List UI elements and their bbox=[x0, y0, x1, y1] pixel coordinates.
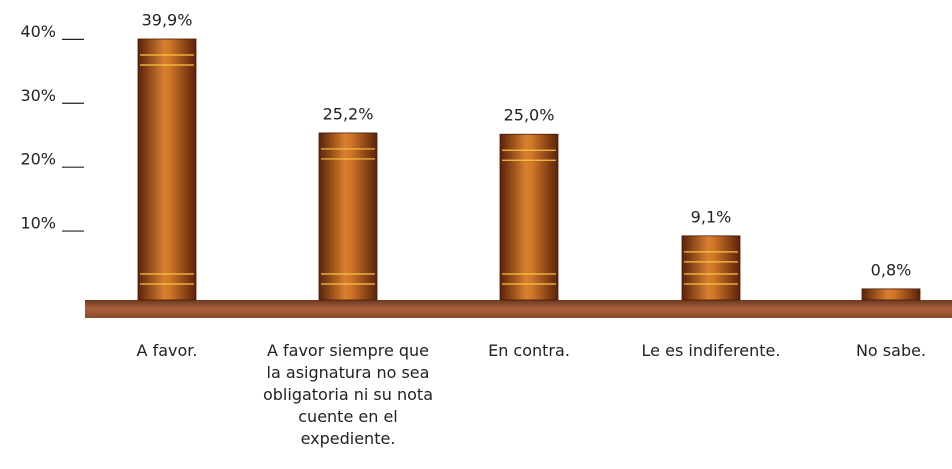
x-tick-label: En contra. bbox=[488, 341, 570, 360]
value-label: 9,1% bbox=[691, 207, 732, 226]
x-tick-label: A favor. bbox=[136, 341, 198, 360]
y-tick-label: 40% bbox=[20, 22, 56, 41]
shelf bbox=[85, 300, 952, 318]
bar bbox=[681, 235, 741, 301]
x-tick-label: No sabe. bbox=[855, 341, 927, 360]
y-tick-label: 30% bbox=[20, 86, 56, 105]
x-tick-label: Le es indiferente. bbox=[641, 341, 781, 360]
y-tick-label: 10% bbox=[20, 214, 56, 233]
bar bbox=[861, 288, 921, 301]
x-tick-label: A favor siempre que la asignatura no sea… bbox=[262, 341, 433, 448]
bar bbox=[499, 133, 559, 301]
value-label: 25,0% bbox=[504, 106, 555, 125]
y-tick-label: 20% bbox=[20, 150, 56, 169]
value-label: 25,2% bbox=[323, 104, 374, 123]
bar bbox=[137, 38, 197, 301]
value-label: 39,9% bbox=[142, 10, 193, 29]
bar bbox=[318, 132, 378, 301]
value-label: 0,8% bbox=[871, 260, 912, 279]
